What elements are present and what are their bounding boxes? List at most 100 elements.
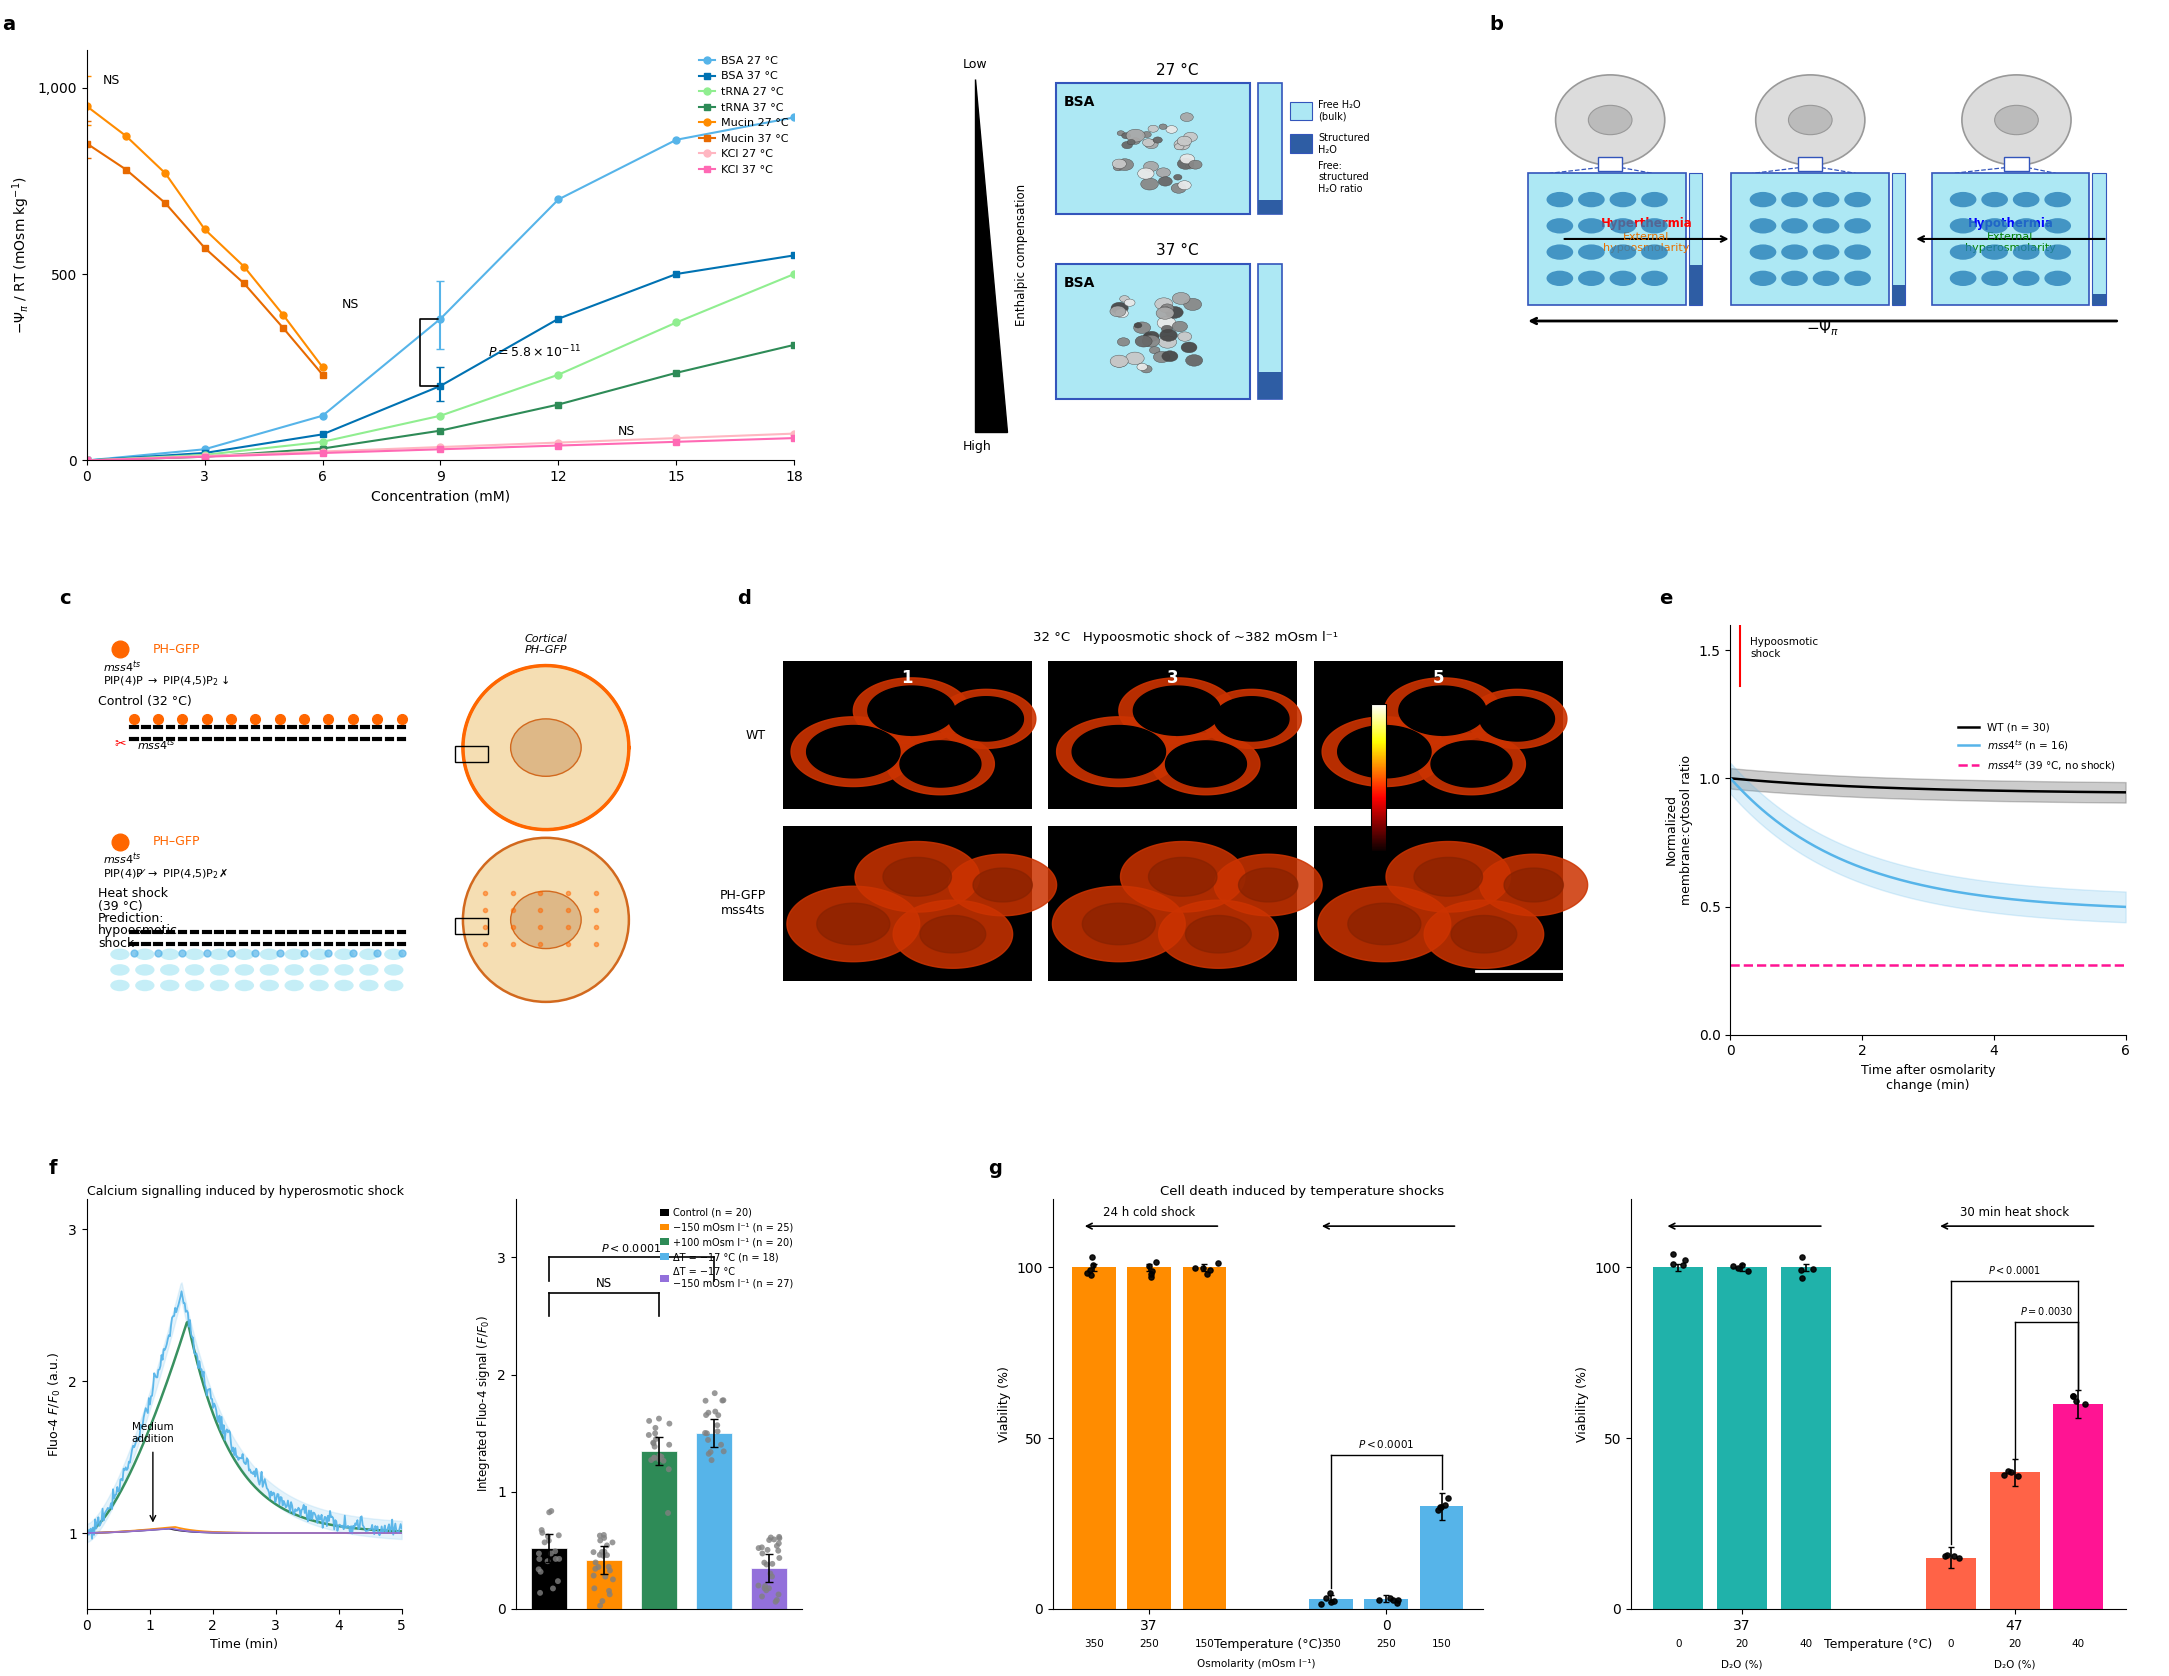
Line: tRNA 27 °C: tRNA 27 °C xyxy=(82,270,798,464)
Ellipse shape xyxy=(1154,137,1163,142)
Ellipse shape xyxy=(1171,292,1191,305)
tRNA 37 °C xyxy=(310,439,336,459)
BSA 37 °C xyxy=(544,308,570,328)
tRNA 37 °C xyxy=(781,335,807,355)
Ellipse shape xyxy=(1642,193,1668,208)
Bar xyxy=(1071,1267,1115,1609)
Text: PH-GFP
mss4ts: PH-GFP mss4ts xyxy=(720,890,766,917)
Text: WT: WT xyxy=(746,729,766,742)
Bar xyxy=(783,662,1032,810)
Bar xyxy=(1128,1267,1171,1609)
Bar xyxy=(1891,173,1907,305)
Ellipse shape xyxy=(1642,218,1668,233)
Bar xyxy=(2004,158,2028,171)
Point xyxy=(638,1426,672,1453)
Y-axis label: Viability (%): Viability (%) xyxy=(1577,1366,1590,1441)
KCl 37 °C xyxy=(310,442,336,463)
Point xyxy=(1991,1458,2026,1485)
Ellipse shape xyxy=(1156,307,1173,318)
Point xyxy=(1186,1255,1221,1282)
Line: BSA 37 °C: BSA 37 °C xyxy=(82,251,798,464)
Ellipse shape xyxy=(310,980,330,991)
Point xyxy=(1720,1255,1755,1282)
Line: KCl 27 °C: KCl 27 °C xyxy=(82,431,798,464)
Ellipse shape xyxy=(1189,161,1202,169)
Ellipse shape xyxy=(310,964,330,975)
BSA 27 °C xyxy=(427,308,453,328)
tRNA 27 °C xyxy=(74,451,100,471)
Text: NS: NS xyxy=(618,426,636,437)
Point xyxy=(583,1592,618,1619)
Ellipse shape xyxy=(1789,106,1833,134)
Ellipse shape xyxy=(1642,245,1668,260)
Point xyxy=(1317,1587,1351,1614)
Polygon shape xyxy=(948,855,1056,915)
Ellipse shape xyxy=(1588,106,1631,134)
Point xyxy=(1191,1260,1225,1287)
$mss4^{ts}$ (n = 16) xyxy=(1718,768,1744,788)
Polygon shape xyxy=(1158,900,1278,969)
Ellipse shape xyxy=(1141,178,1158,189)
Ellipse shape xyxy=(360,964,380,975)
Polygon shape xyxy=(1121,841,1245,912)
Ellipse shape xyxy=(111,964,130,975)
Bar xyxy=(696,1433,731,1609)
Point xyxy=(642,1404,677,1431)
Point xyxy=(753,1523,787,1550)
Point xyxy=(523,1545,557,1572)
Point xyxy=(688,1420,722,1446)
Ellipse shape xyxy=(1980,245,2008,260)
Ellipse shape xyxy=(1117,159,1134,171)
Point xyxy=(1375,1587,1410,1614)
Point xyxy=(759,1589,794,1616)
Ellipse shape xyxy=(462,838,629,1002)
Ellipse shape xyxy=(1156,317,1176,328)
Point xyxy=(583,1527,618,1554)
Ellipse shape xyxy=(1158,176,1171,186)
X-axis label: Temperature (°C): Temperature (°C) xyxy=(1824,1637,1933,1651)
Line: $mss4^{ts}$ (n = 16): $mss4^{ts}$ (n = 16) xyxy=(1731,778,2126,907)
Point xyxy=(527,1529,562,1555)
Mucin 37 °C xyxy=(113,159,139,179)
Point xyxy=(692,1440,727,1466)
Point xyxy=(638,1415,672,1441)
Ellipse shape xyxy=(1111,355,1128,367)
Ellipse shape xyxy=(1980,218,2008,233)
Point xyxy=(646,1448,681,1475)
Point xyxy=(707,1438,742,1465)
Point xyxy=(748,1575,783,1602)
Ellipse shape xyxy=(134,980,154,991)
KCl 27 °C xyxy=(781,424,807,444)
$mss4^{ts}$ (39 °C, no shock) xyxy=(2113,955,2139,975)
Text: 20: 20 xyxy=(2008,1639,2022,1649)
WT (n = 30) xyxy=(1848,776,1874,796)
Polygon shape xyxy=(1425,900,1544,969)
Point xyxy=(755,1564,790,1591)
Ellipse shape xyxy=(1111,307,1126,317)
Polygon shape xyxy=(1503,868,1564,902)
Point xyxy=(761,1537,796,1564)
BSA 27 °C xyxy=(544,189,570,210)
$mss4^{ts}$ (n = 16) xyxy=(1924,878,1950,898)
$mss4^{ts}$ (n = 16) xyxy=(1874,866,1900,887)
Point xyxy=(705,1388,740,1415)
WT (n = 30) xyxy=(2043,781,2069,801)
Ellipse shape xyxy=(210,980,230,991)
Ellipse shape xyxy=(1546,193,1573,208)
WT (n = 30) xyxy=(1941,779,1967,799)
Polygon shape xyxy=(974,868,1032,902)
Ellipse shape xyxy=(184,980,204,991)
Polygon shape xyxy=(1215,855,1323,915)
tRNA 37 °C xyxy=(427,421,453,441)
Ellipse shape xyxy=(1158,124,1167,129)
Point xyxy=(638,1420,672,1446)
Ellipse shape xyxy=(510,892,581,949)
Point xyxy=(1074,1244,1108,1270)
Text: Cortical
PH–GFP: Cortical PH–GFP xyxy=(525,634,568,655)
Point xyxy=(586,1542,620,1569)
Point xyxy=(2056,1383,2091,1410)
Point xyxy=(1423,1493,1458,1520)
Point xyxy=(1193,1257,1228,1284)
Point xyxy=(1134,1257,1169,1284)
Text: $P = 0.0030$: $P = 0.0030$ xyxy=(2019,1306,2074,1317)
